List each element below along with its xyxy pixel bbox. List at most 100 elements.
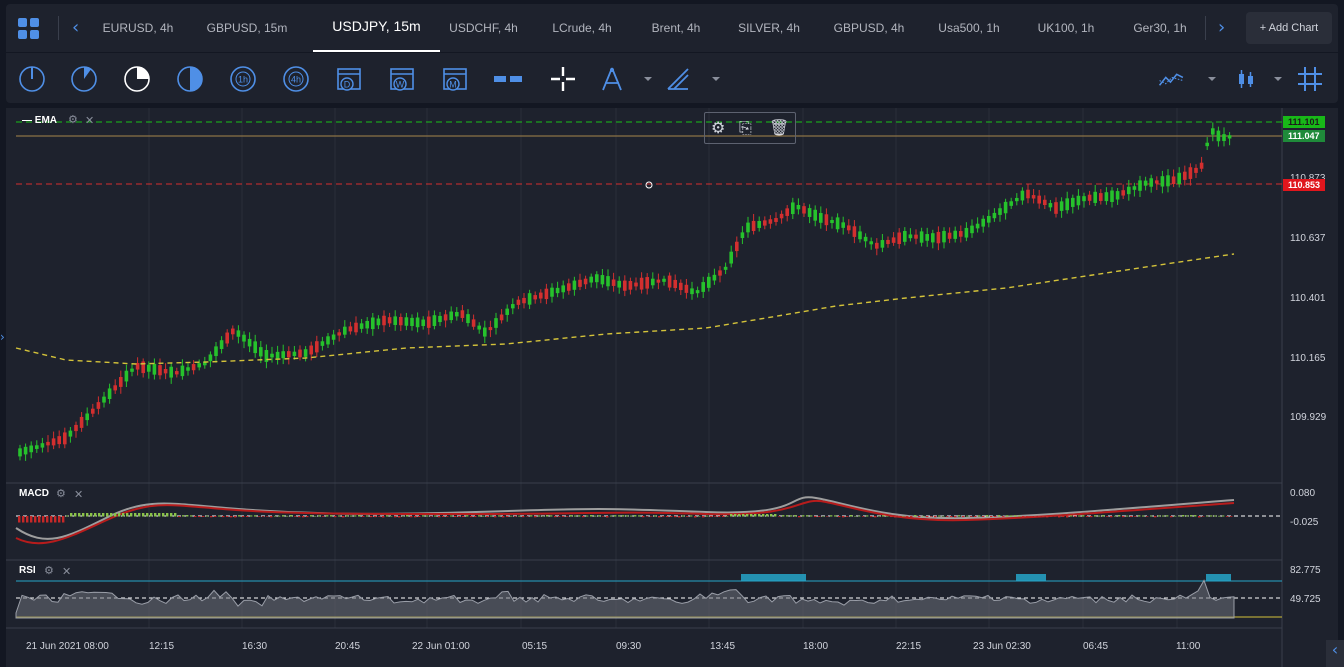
candle-body xyxy=(852,226,857,237)
macd-histogram-bar xyxy=(582,516,585,518)
macd-histogram-bar xyxy=(186,515,189,517)
add-chart-button[interactable]: + Add Chart xyxy=(1246,12,1332,44)
timeframe-1m-icon[interactable] xyxy=(18,65,46,93)
timeframe-4h-icon[interactable]: 4h xyxy=(282,65,310,93)
macd-histogram-bar xyxy=(62,516,65,523)
tab-silver-4h[interactable]: SILVER, 4h xyxy=(738,21,800,35)
timeframe-1h-icon[interactable]: 1h xyxy=(229,65,257,93)
chevron-down-icon[interactable] xyxy=(634,65,652,93)
price-chart-canvas[interactable] xyxy=(6,108,1338,667)
macd-histogram-bar xyxy=(150,513,153,517)
macd-histogram-bar xyxy=(1190,515,1193,517)
drawing-tool-icon[interactable] xyxy=(664,65,692,93)
macd-histogram-bar xyxy=(578,515,581,517)
macd-histogram-bar xyxy=(214,516,217,517)
scroll-left-icon[interactable]: ‹ xyxy=(72,17,80,38)
chart-area[interactable] xyxy=(6,108,1338,667)
tab-usdjpy-15m[interactable]: USDJPY, 15m xyxy=(313,4,440,52)
expand-left-icon[interactable]: › xyxy=(0,330,5,344)
settings-gear-icon[interactable]: ⚙ xyxy=(711,118,726,137)
tab-uk100-1h[interactable]: UK100, 1h xyxy=(1037,21,1095,35)
macd-histogram-bar xyxy=(1042,516,1045,517)
macd-histogram-bar xyxy=(554,516,557,518)
candle-body xyxy=(645,277,649,289)
candle-body xyxy=(1183,171,1187,180)
candle-body xyxy=(813,209,817,221)
candle-body xyxy=(634,282,638,287)
macd-histogram-bar xyxy=(70,513,73,517)
timeframe-daily-icon[interactable]: D xyxy=(335,65,363,93)
candle-body xyxy=(841,222,845,228)
macd-histogram-bar xyxy=(1062,516,1065,517)
candle-body xyxy=(1065,198,1069,211)
macd-histogram-bar xyxy=(338,515,341,517)
macd-histogram-bar xyxy=(430,516,433,517)
settings-gear-icon[interactable]: ⚙ xyxy=(68,114,78,126)
candle-body xyxy=(113,385,117,391)
trash-icon[interactable]: 🗑 xyxy=(769,118,790,137)
candle-body xyxy=(1166,175,1170,187)
settings-gear-icon[interactable]: ⚙ xyxy=(56,488,66,500)
settings-gear-icon[interactable]: ⚙ xyxy=(44,565,54,577)
timeframe-weekly-icon[interactable]: W xyxy=(388,65,416,93)
macd-line xyxy=(15,499,1235,545)
tab-usa500-1h[interactable]: Usa500, 1h xyxy=(938,21,1000,35)
chevron-down-icon[interactable] xyxy=(1264,65,1282,93)
candle-body xyxy=(1003,201,1008,214)
layout-grid-icon[interactable] xyxy=(18,18,40,40)
candle-body xyxy=(51,438,56,446)
tab-usdchf-4h[interactable]: USDCHF, 4h xyxy=(449,21,518,35)
candle-body xyxy=(522,297,526,304)
tab-eurusd-4h[interactable]: EURUSD, 4h xyxy=(102,21,174,35)
candle-body xyxy=(628,281,633,290)
macd-histogram-bar xyxy=(722,516,725,518)
fib-tool-icon[interactable] xyxy=(598,65,626,93)
macd-histogram-bar xyxy=(1106,516,1109,517)
close-icon[interactable]: ✕ xyxy=(85,115,95,127)
macd-histogram-bar xyxy=(94,513,97,517)
macd-histogram-bar xyxy=(1110,516,1113,518)
grid-lines-icon[interactable] xyxy=(1296,65,1324,93)
scroll-right-icon[interactable]: › xyxy=(1218,17,1226,38)
tab-gbpusd-15m[interactable]: GBPUSD, 15m xyxy=(206,21,288,35)
collapse-panel-icon[interactable]: ‹ xyxy=(1326,640,1344,667)
macd-histogram-bar xyxy=(46,516,49,523)
close-icon[interactable]: ✕ xyxy=(62,566,72,578)
tab-brent-4h[interactable]: Brent, 4h xyxy=(651,21,701,35)
candle-body xyxy=(348,326,353,332)
candle-body xyxy=(886,239,890,245)
copy-icon[interactable]: ⎘ xyxy=(739,118,752,137)
macd-histogram-bar xyxy=(850,515,853,517)
tab-ger30-1h[interactable]: Ger30, 1h xyxy=(1133,21,1187,35)
macd-histogram-bar xyxy=(690,515,693,517)
candle-body xyxy=(488,327,493,331)
macd-histogram-bar xyxy=(314,515,317,517)
macd-histogram-bar xyxy=(766,514,769,517)
macd-histogram-bar xyxy=(638,515,641,517)
macd-histogram-bar xyxy=(118,513,121,517)
candle-body xyxy=(550,287,554,297)
macd-histogram-bar xyxy=(774,514,777,517)
timeframe-15m-icon[interactable] xyxy=(123,65,151,93)
chevron-down-icon[interactable] xyxy=(702,65,720,93)
crosshair-icon[interactable] xyxy=(549,65,577,93)
candle-body xyxy=(292,351,297,357)
candle-body xyxy=(1087,194,1092,201)
indicators-icon[interactable] xyxy=(1158,65,1194,93)
compare-icon[interactable] xyxy=(494,65,522,93)
tab-lcrude-4h[interactable]: LCrude, 4h xyxy=(552,21,612,35)
candle-body xyxy=(259,347,263,357)
macd-histogram-bar xyxy=(1194,515,1197,517)
macd-signal-line xyxy=(15,496,1235,540)
timeframe-monthly-icon[interactable]: M xyxy=(441,65,469,93)
timeframe-30m-icon[interactable] xyxy=(176,65,204,93)
candle-body xyxy=(1099,193,1103,201)
chevron-down-icon[interactable] xyxy=(1198,65,1216,93)
candles-icon[interactable] xyxy=(1232,65,1260,93)
tab-gbpusd-4h[interactable]: GBPUSD, 4h xyxy=(833,21,905,35)
timeframe-5m-icon[interactable] xyxy=(70,65,98,93)
macd-histogram-bar xyxy=(466,515,469,517)
close-icon[interactable]: ✕ xyxy=(74,489,84,501)
candle-body xyxy=(964,227,969,238)
macd-histogram-bar xyxy=(266,516,269,517)
